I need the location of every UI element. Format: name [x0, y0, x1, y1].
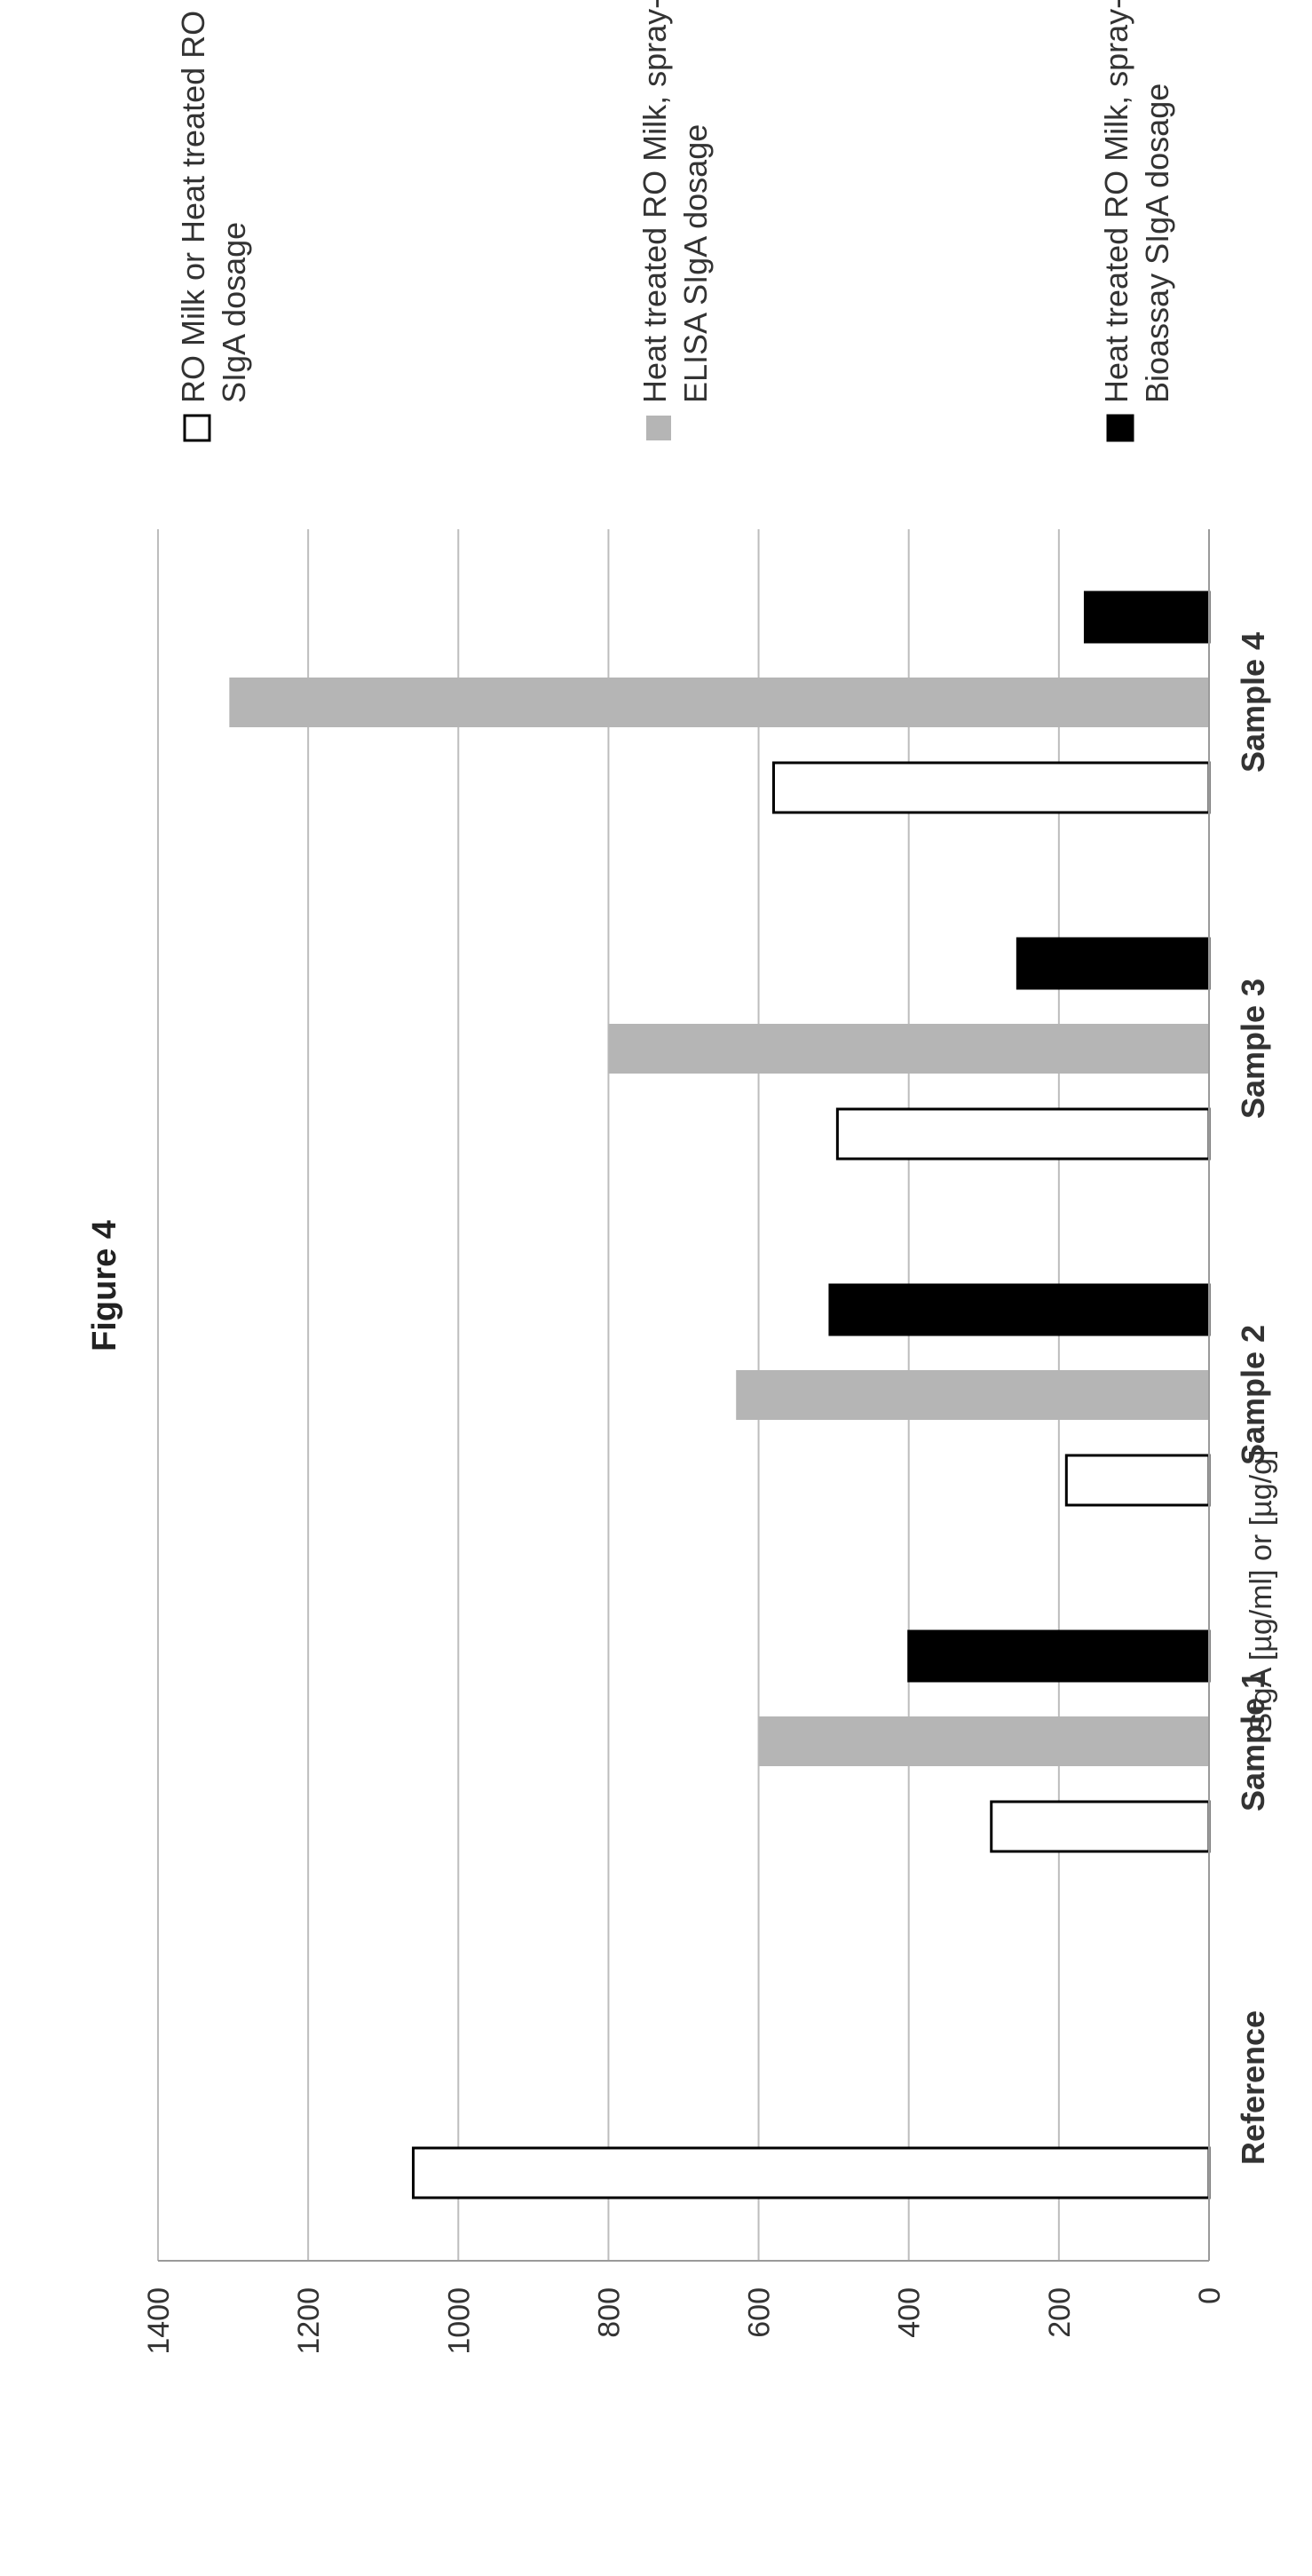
bars — [229, 590, 1211, 2200]
legend-swatch-2 — [646, 416, 671, 440]
bar-1-reference — [412, 2146, 1211, 2200]
bar-3-sample-2 — [828, 1283, 1211, 1336]
y-tick-label: 600 — [743, 2287, 777, 2338]
legend-label-2: ELISA SIgA dosage — [677, 124, 714, 403]
legend-label-1: RO Milk or Heat treated RO Milk, liquid,… — [175, 0, 211, 403]
y-axis-label: SIgA [µg/ml] or [µg/g] — [1245, 1450, 1278, 1733]
x-category-label: Sample 2 — [1235, 1325, 1271, 1465]
chart-title: Figure 4 — [86, 1220, 123, 1351]
y-tick-label: 1400 — [142, 2287, 176, 2355]
legend-swatch-3 — [1106, 414, 1134, 442]
y-tick-label: 0 — [1193, 2287, 1227, 2304]
legend: RO Milk or Heat treated RO Milk, liquid,… — [175, 0, 1175, 442]
bar-3-sample-1 — [907, 1629, 1211, 1683]
y-tick-label: 400 — [893, 2287, 927, 2338]
y-tick-label: 200 — [1043, 2287, 1077, 2338]
bar-2-sample-4 — [229, 678, 1209, 727]
bar-1-sample-4 — [771, 761, 1211, 814]
y-tick-label: 1200 — [292, 2287, 326, 2355]
bar-1-sample-2 — [1064, 1454, 1211, 1507]
axes: 0 200 400 600 800 1000 1200 1400 Reference Sample… — [142, 529, 1271, 2355]
y-tick-label: 800 — [592, 2287, 626, 2338]
bar-1-sample-1 — [990, 1800, 1211, 1853]
legend-label-1: SIgA dosage — [216, 222, 252, 403]
legend-swatch-1 — [183, 414, 211, 442]
bar-2-sample-3 — [608, 1024, 1209, 1074]
x-category-label: Sample 4 — [1235, 632, 1271, 773]
legend-label-3: Heat treated RO Milk, spray-dried powder… — [1098, 0, 1134, 403]
x-category-label: Sample 1 — [1235, 1671, 1271, 1811]
x-category-label: Reference — [1235, 2010, 1271, 2165]
bar-2-sample-1 — [758, 1716, 1209, 1766]
y-tick-label: 1000 — [442, 2287, 476, 2355]
bar-3-sample-3 — [1016, 937, 1211, 990]
bar-3-sample-4 — [1083, 590, 1211, 644]
bar-2-sample-2 — [736, 1370, 1209, 1420]
bar-1-sample-3 — [835, 1107, 1211, 1161]
legend-label-3: Bioassay SIgA dosage — [1139, 83, 1175, 403]
legend-label-2: Heat treated RO Milk, spray-dried powder… — [636, 0, 673, 403]
x-category-label: Sample 3 — [1235, 979, 1271, 1119]
